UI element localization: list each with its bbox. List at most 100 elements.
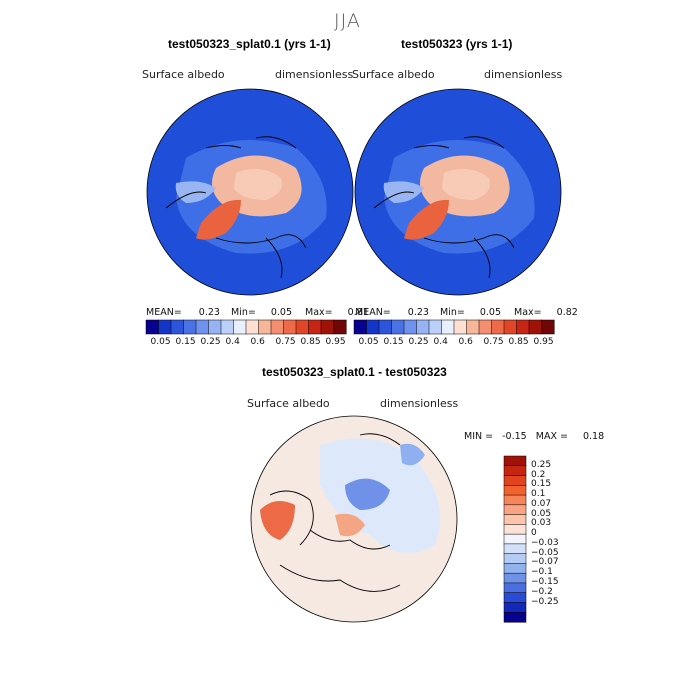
panel2-colorbar-tick-label: 0.25 [408, 337, 429, 347]
panel1-greenland [196, 199, 241, 240]
panel2-colorbar-tick-label: 0.85 [508, 337, 529, 347]
diff-colorbar-swatch [503, 455, 527, 467]
panel2-colorbar-swatch [353, 319, 368, 335]
diff-pos-west [260, 501, 295, 540]
diff-min: -0.15 [502, 431, 527, 442]
diff-colorbar-tick-label: −0.2 [531, 586, 553, 597]
panel1-min-label: Min= [230, 307, 256, 318]
diff-colorbar-swatch [503, 504, 527, 516]
diff-variable: Surface albedo [247, 397, 330, 410]
diff-colorbar-tick-label: −0.07 [531, 557, 559, 568]
diff-colorbar-swatch [503, 602, 527, 613]
diff-colorbar-tick-label: −0.25 [531, 596, 559, 607]
season-title: JJA [334, 10, 361, 32]
panel2-coast [373, 136, 515, 279]
panel1-colorbar-swatch [245, 319, 260, 335]
diff-colorbar [503, 455, 527, 623]
panel2-title: test050323 (yrs 1-1) [401, 37, 513, 51]
panel2-colorbar-tick-label: 0.75 [483, 337, 504, 347]
panel2-min: 0.05 [479, 307, 501, 318]
panel1-colorbar-swatch [270, 319, 285, 335]
diff-map [250, 415, 458, 623]
diff-colorbar-swatch [503, 582, 527, 594]
panel2-max: 0.82 [556, 307, 578, 318]
diff-colorbar-swatch [503, 611, 527, 623]
panel2-colorbar-swatch [503, 319, 518, 335]
panel1-min: 0.05 [270, 307, 292, 318]
panel1-colorbar-swatch [170, 319, 185, 335]
panel1-colorbar-swatch [320, 319, 335, 335]
panel2-colorbar-swatch [528, 319, 543, 335]
panel2-mean-label: MEAN= [355, 307, 391, 318]
panel2-colorbar-swatch [453, 319, 468, 335]
diff-pos-central [335, 513, 365, 537]
panel2-colorbar-tick-label: 0.05 [358, 337, 379, 347]
panel1-colorbar-swatch [233, 319, 247, 335]
panel2-mean: 0.23 [407, 307, 429, 318]
diff-colorbar-tick-label: 0.05 [531, 508, 552, 519]
panel1-colorbar-swatch [145, 319, 160, 335]
panel2-map [354, 88, 562, 296]
panel2-colorbar-swatch [516, 319, 530, 335]
diff-colorbar-swatch [503, 524, 527, 535]
panel1-colorbar-swatch [308, 319, 322, 335]
panel1-colorbar-tick-label: 0.6 [250, 337, 265, 347]
panel1-colorbar-swatch [283, 319, 297, 335]
panel1-colorbar [145, 319, 347, 335]
panel2-colorbar-tick-label: 0.15 [383, 337, 404, 347]
panel2-colorbar-swatch [541, 319, 555, 335]
panel2-colorbar-swatch [366, 319, 380, 335]
diff-colorbar-tick-label: 0.25 [531, 459, 552, 470]
panel1-coast [165, 136, 307, 279]
panel2-colorbar-swatch [441, 319, 455, 335]
panel2-units: dimensionless [484, 68, 563, 81]
panel1-mean: 0.23 [198, 307, 220, 318]
diff-neg-east [400, 443, 425, 466]
panel1-title: test050323_splat0.1 (yrs 1-1) [168, 37, 331, 51]
panel1-colorbar-tick-label: 0.75 [275, 337, 296, 347]
diff-colorbar-tick-label: 0.1 [531, 489, 546, 500]
panel1-colorbar-tick-label: 0.85 [300, 337, 321, 347]
diff-colorbar-tick-label: −0.05 [531, 547, 559, 558]
panel1-colorbar-tick-label: 0.15 [175, 337, 196, 347]
panel2-colorbar-swatch [478, 319, 493, 335]
panel2-colorbar-tick-label: 0.95 [533, 337, 554, 347]
panel2-colorbar-labels: 0.05 0.15 0.25 0.4 0.6 0.75 0.85 0.95 [354, 337, 554, 349]
panel1-colorbar-swatch [195, 319, 210, 335]
diff-colorbar-tick-label: 0 [531, 528, 537, 539]
diff-colorbar-swatch [503, 475, 527, 486]
diff-units: dimensionless [380, 397, 459, 410]
panel1-colorbar-swatch [183, 319, 197, 335]
panel2-colorbar [353, 319, 555, 335]
diff-colorbar-swatch [503, 465, 527, 477]
panel1-colorbar-swatch [258, 319, 272, 335]
diff-colorbar-swatch [503, 563, 527, 574]
diff-colorbar-tick-label: −0.03 [531, 537, 559, 548]
diff-colorbar-swatch [503, 592, 527, 604]
panel2-colorbar-swatch [466, 319, 480, 335]
diff-colorbar-swatch [503, 514, 527, 525]
panel1-max-label: Max= [305, 307, 333, 318]
panel2-colorbar-swatch [416, 319, 430, 335]
diff-max: 0.18 [582, 431, 605, 442]
panel1-units: dimensionless [275, 68, 354, 81]
panel2-colorbar-swatch [378, 319, 393, 335]
panel2-max-label: Max= [514, 307, 542, 318]
diff-colorbar-swatch [503, 572, 527, 584]
panel1-colorbar-swatch [333, 319, 347, 335]
diff-colorbar-tick-label: −0.15 [531, 576, 559, 587]
diff-colorbar-swatch [503, 485, 527, 496]
panel1-variable: Surface albedo [142, 68, 225, 81]
panel2-ice-core [442, 169, 490, 200]
diff-stats: MIN = -0.15 MAX = 0.18 [464, 431, 604, 442]
diff-colorbar-swatch [503, 533, 527, 545]
panel1-colorbar-labels: 0.05 0.15 0.25 0.4 0.6 0.75 0.85 0.95 [146, 337, 346, 349]
diff-colorbar-tick-label: 0.15 [531, 479, 552, 490]
panel1-colorbar-tick-label: 0.95 [325, 337, 346, 347]
panel1-colorbar-swatch [295, 319, 310, 335]
panel2-colorbar-tick-label: 0.6 [458, 337, 473, 347]
panel2-greenland [404, 199, 449, 240]
panel2-stats: MEAN= 0.23 Min= 0.05 Max= 0.82 [355, 307, 578, 318]
diff-neg-core [345, 478, 390, 510]
